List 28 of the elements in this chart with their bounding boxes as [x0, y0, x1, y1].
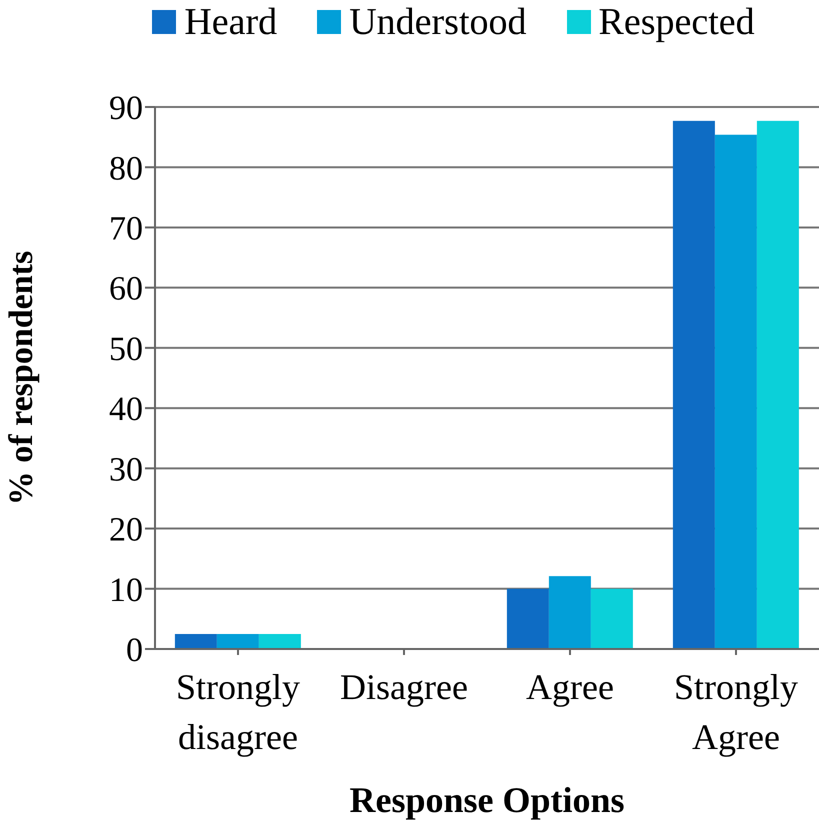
- y-tick-label: 60: [109, 270, 143, 308]
- y-axis-title: % of respondents: [3, 250, 40, 506]
- bar: [590, 588, 633, 649]
- y-tick-label: 0: [126, 632, 143, 670]
- x-tick-label: Strongly disagree: [176, 667, 300, 757]
- y-tick-label: 90: [109, 90, 143, 128]
- bar: [174, 634, 217, 649]
- bar: [714, 134, 757, 649]
- y-tick-label: 70: [109, 210, 143, 248]
- y-tick-label: 20: [109, 512, 143, 549]
- y-tick-label: 10: [109, 572, 143, 609]
- y-tick-label: 50: [109, 330, 143, 368]
- legend-label: Understood: [349, 0, 526, 44]
- bar: [506, 588, 549, 649]
- legend-label: Heard: [184, 0, 278, 44]
- bar: [258, 634, 301, 649]
- bar: [548, 576, 591, 649]
- x-tick-label: Agree: [526, 667, 614, 707]
- y-tick-label: 40: [109, 391, 143, 428]
- x-tick-label: Disagree: [340, 667, 468, 707]
- bar: [216, 634, 259, 649]
- x-tick-label: Strongly Agree: [674, 667, 798, 757]
- y-tick-label: 80: [109, 150, 143, 188]
- legend-label: Respected: [598, 0, 755, 44]
- x-axis-title: Response Options: [349, 780, 625, 820]
- y-tick-label: 30: [109, 451, 143, 488]
- bar: [756, 120, 799, 649]
- bar: [672, 120, 715, 649]
